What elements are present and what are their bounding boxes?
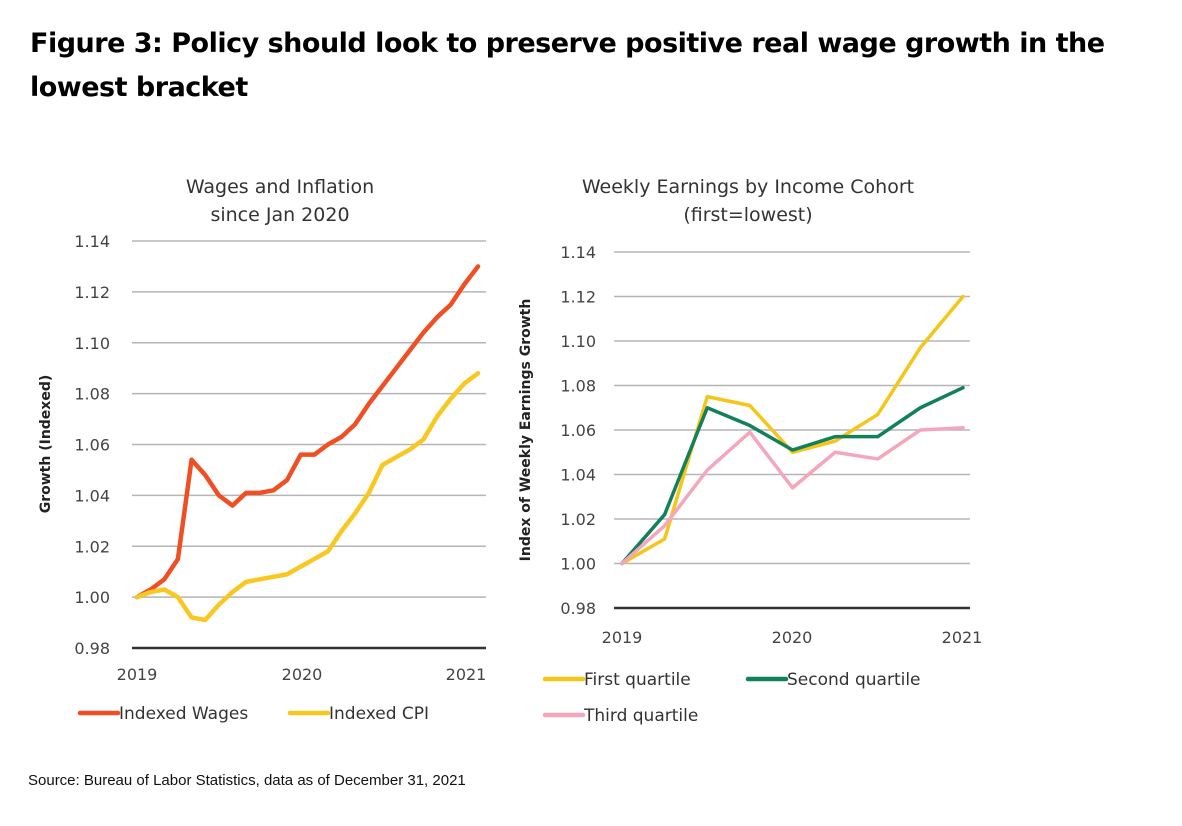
y-tick-label: 1.00 (74, 588, 110, 607)
y-tick-label: 1.12 (560, 288, 596, 307)
chart-title-line: Weekly Earnings by Income Cohort (582, 176, 914, 198)
legend-label: Second quartile (787, 670, 921, 690)
x-tick-label: 2019 (117, 665, 158, 684)
y-tick-label: 1.04 (74, 486, 110, 505)
x-tick-label: 2020 (282, 665, 323, 684)
y-tick-label: 1.04 (560, 466, 596, 485)
y-tick-label: 1.10 (560, 332, 596, 351)
x-tick-label: 2021 (446, 665, 487, 684)
y-tick-label: 1.06 (560, 421, 596, 440)
legend-label: Indexed Wages (119, 704, 248, 724)
chart-title-line: Wages and Inflation (186, 176, 374, 198)
y-tick-label: 1.06 (74, 436, 110, 455)
y-tick-label: 1.08 (74, 385, 110, 404)
chart-title-line: since Jan 2020 (210, 204, 349, 226)
legend-label: Third quartile (583, 706, 698, 726)
figure-title: Figure 3: Policy should look to preserve… (30, 28, 1105, 103)
series-line-indexed-wages (134, 264, 481, 600)
series-line-second-quartile (620, 385, 965, 566)
x-tick-label: 2020 (772, 628, 813, 647)
y-tick-label: 1.00 (560, 555, 596, 574)
legend-label: Indexed CPI (329, 704, 429, 724)
y-axis-label: Growth (Indexed) (38, 375, 54, 514)
y-tick-label: 1.12 (74, 283, 110, 302)
y-tick-label: 1.02 (74, 537, 110, 556)
y-tick-label: 1.08 (560, 377, 596, 396)
chart-1: Wages and Inflation since Jan 2020 1.14 1.1… (38, 176, 486, 724)
source-note: Source: Bureau of Labor Statistics, data… (28, 772, 466, 789)
y-tick-label: 0.98 (74, 639, 110, 658)
y-tick-label: 1.02 (560, 510, 596, 529)
y-tick-label: 0.98 (560, 599, 596, 618)
chart-2: Weekly Earnings by Income Cohort (first=l… (518, 176, 982, 726)
y-tick-label: 1.14 (560, 243, 596, 262)
x-tick-label: 2019 (602, 628, 643, 647)
y-tick-label: 1.10 (74, 334, 110, 353)
y-axis-label: Index of Weekly Earnings Growth (518, 299, 534, 562)
y-tick-label: 1.14 (74, 232, 110, 251)
chart-title-line: (first=lowest) (683, 204, 812, 226)
legend-label: First quartile (584, 670, 691, 690)
series-line-indexed-cpi (134, 371, 481, 623)
x-tick-label: 2021 (942, 628, 983, 647)
